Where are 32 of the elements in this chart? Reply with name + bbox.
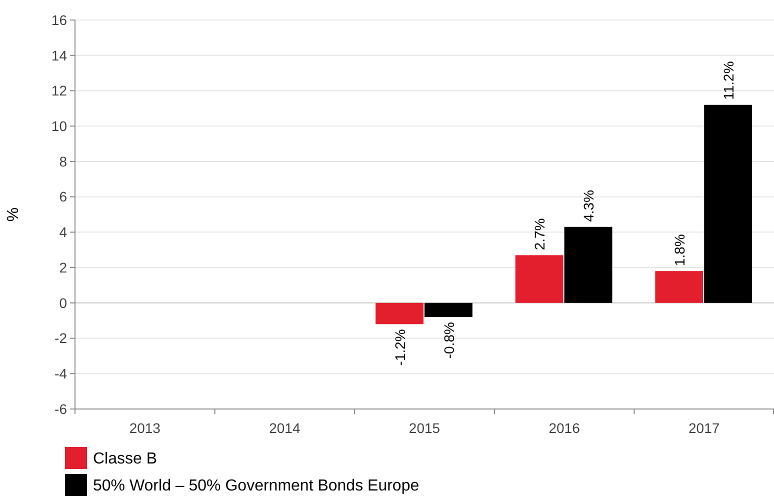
y-tick-label: 12	[51, 82, 68, 99]
y-tick-label: -4	[54, 366, 68, 382]
x-tick-label: 2014	[269, 420, 300, 436]
bar	[515, 255, 564, 303]
y-tick-label: 14	[51, 47, 68, 64]
data-label: 2.7%	[532, 218, 548, 250]
data-label: -1.2%	[392, 329, 408, 366]
x-tick-label: 2015	[408, 420, 440, 436]
legend-label: 50% World – 50% Government Bonds Europe	[93, 478, 420, 495]
y-tick-label: 4	[59, 224, 68, 240]
y-tick-label: 0	[59, 294, 68, 311]
data-label: -0.8%	[440, 322, 457, 359]
bar	[655, 271, 704, 303]
y-tick-label: -2	[54, 330, 68, 346]
bar	[424, 302, 472, 318]
bar	[564, 226, 612, 303]
y-tick-label: 10	[51, 118, 68, 134]
y-tick-label: 16	[51, 12, 68, 28]
x-tick-label: 2016	[548, 420, 580, 436]
bar	[704, 104, 752, 303]
x-tick-label: 2013	[129, 420, 161, 436]
data-label: 4.3%	[580, 190, 597, 222]
y-tick-label: -6	[54, 400, 68, 417]
data-label: 1.8%	[672, 234, 688, 266]
y-tick-label: 8	[59, 153, 68, 170]
y-tick-label: 6	[59, 188, 68, 205]
x-tick-label: 2017	[688, 420, 720, 436]
legend-label: Classe B	[93, 450, 158, 468]
data-label: 11.2%	[720, 61, 736, 100]
y-axis-title: %	[5, 207, 22, 222]
y-tick-label: 2	[59, 259, 68, 276]
bar	[376, 302, 424, 324]
